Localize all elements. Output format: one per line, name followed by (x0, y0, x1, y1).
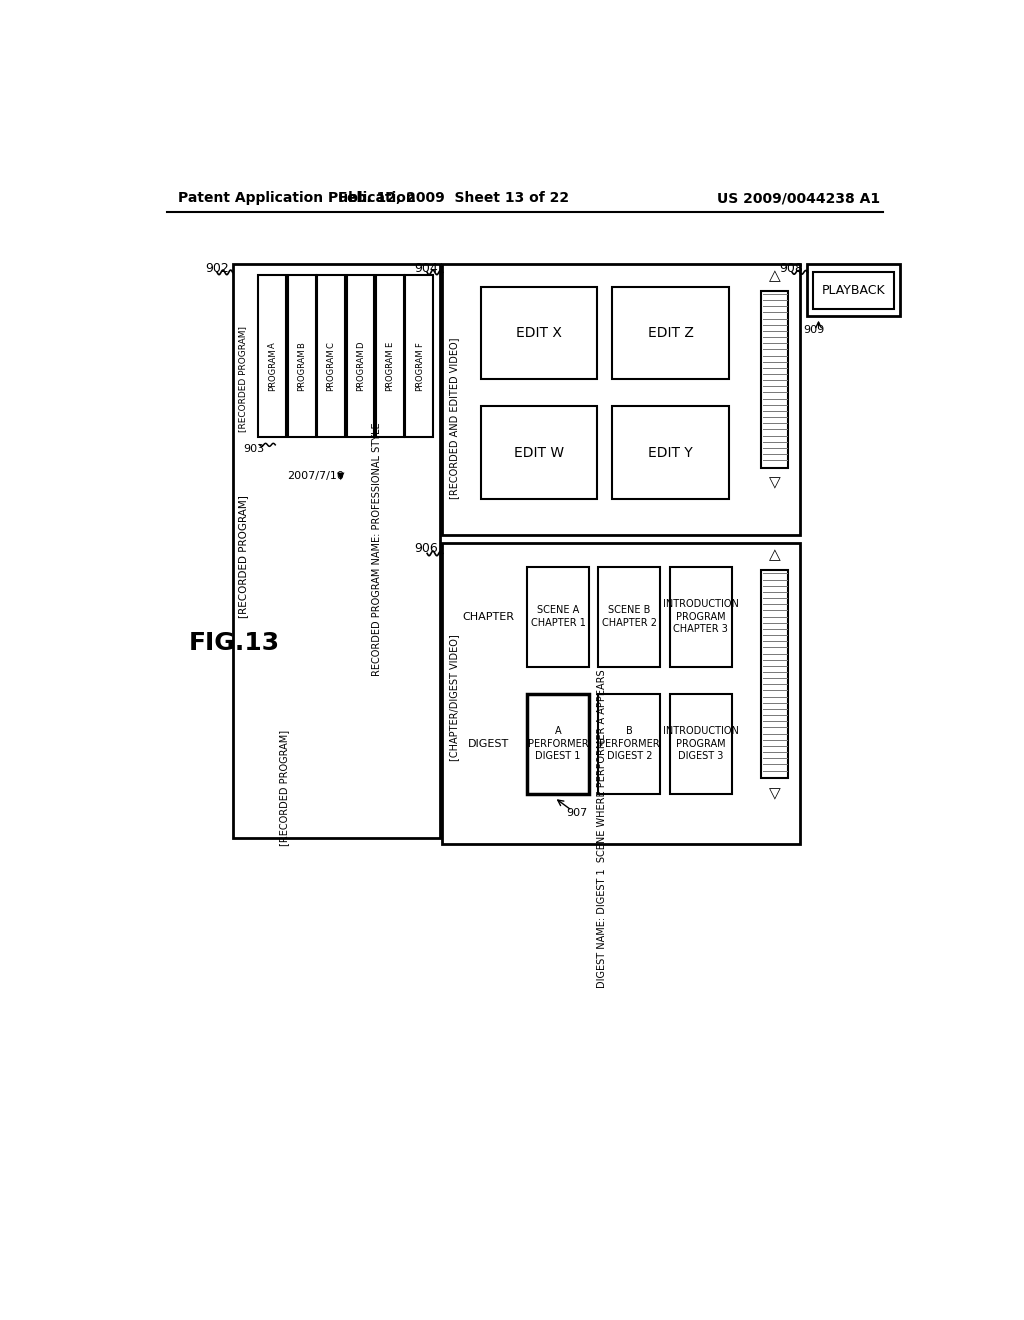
Text: FIG.13: FIG.13 (188, 631, 280, 656)
Text: 908: 908 (779, 261, 803, 275)
Text: 903: 903 (244, 444, 264, 454)
Text: DIGEST: DIGEST (468, 739, 509, 748)
Text: RECORDED PROGRAM NAME: PROFESSIONAL STYLE: RECORDED PROGRAM NAME: PROFESSIONAL STYL… (372, 422, 382, 676)
Text: PROGRAM: PROGRAM (676, 739, 726, 748)
Text: EDIT W: EDIT W (514, 446, 564, 459)
Text: B: B (626, 726, 633, 737)
Text: PROGRAM: PROGRAM (385, 348, 394, 392)
Text: PROGRAM: PROGRAM (267, 348, 276, 392)
Text: US 2009/0044238 A1: US 2009/0044238 A1 (717, 191, 880, 206)
Bar (670, 566, 732, 667)
Text: 907: 907 (566, 808, 587, 818)
Text: EDIT X: EDIT X (516, 326, 562, 341)
Text: E: E (385, 342, 394, 347)
Bar (807, 264, 900, 317)
Text: ▽: ▽ (769, 787, 780, 801)
Text: 902: 902 (205, 261, 228, 275)
Text: F: F (415, 342, 424, 347)
Bar (442, 544, 800, 843)
Text: ▼: ▼ (337, 471, 345, 480)
Text: SCENE B: SCENE B (608, 606, 650, 615)
Text: PROGRAM: PROGRAM (297, 348, 306, 392)
Text: DIGEST 2: DIGEST 2 (606, 751, 652, 760)
Bar (406, 276, 433, 437)
Bar (598, 566, 660, 667)
Text: PERFORMER: PERFORMER (527, 739, 589, 748)
Text: 904: 904 (415, 261, 438, 275)
Bar (480, 286, 597, 379)
Text: A: A (267, 342, 276, 347)
Text: A: A (555, 726, 561, 737)
Text: DIGEST 3: DIGEST 3 (678, 751, 723, 760)
Text: C: C (327, 342, 336, 347)
Text: △: △ (769, 268, 780, 282)
Bar (317, 276, 345, 437)
Bar (761, 290, 788, 469)
Text: ▽: ▽ (769, 475, 780, 491)
Text: PERFORMER: PERFORMER (599, 739, 659, 748)
Bar (288, 276, 315, 437)
Text: B: B (297, 342, 306, 347)
Text: Patent Application Publication: Patent Application Publication (178, 191, 416, 206)
Bar (598, 693, 660, 793)
Bar (527, 566, 589, 667)
Text: [CHAPTER/DIGEST VIDEO]: [CHAPTER/DIGEST VIDEO] (450, 634, 460, 760)
Bar (376, 276, 403, 437)
Bar (527, 693, 589, 793)
Text: EDIT Z: EDIT Z (647, 326, 693, 341)
Text: △: △ (769, 548, 780, 562)
Bar (258, 276, 286, 437)
Text: 2007/7/10: 2007/7/10 (287, 471, 344, 480)
Text: 909: 909 (803, 325, 824, 335)
Text: PROGRAM: PROGRAM (327, 348, 336, 392)
Text: PROGRAM: PROGRAM (676, 611, 726, 622)
Text: DIGEST NAME: DIGEST 1  SCENE WHERE PERFORMER A APPEARS: DIGEST NAME: DIGEST 1 SCENE WHERE PERFOR… (597, 669, 607, 987)
Text: DIGEST 1: DIGEST 1 (536, 751, 581, 760)
Text: INTRODUCTION: INTRODUCTION (663, 599, 738, 610)
Text: PROGRAM: PROGRAM (356, 348, 365, 392)
Text: [RECORDED PROGRAM]: [RECORDED PROGRAM] (280, 730, 289, 846)
Text: [RECORDED PROGRAM]: [RECORDED PROGRAM] (239, 326, 247, 433)
Bar (346, 276, 375, 437)
Text: [RECORDED AND EDITED VIDEO]: [RECORDED AND EDITED VIDEO] (450, 337, 460, 499)
Text: D: D (356, 342, 365, 348)
Bar (761, 570, 788, 779)
Text: CHAPTER 2: CHAPTER 2 (602, 618, 657, 628)
Text: INTRODUCTION: INTRODUCTION (663, 726, 738, 737)
Bar (612, 286, 729, 379)
Bar (232, 264, 440, 838)
Bar (813, 272, 894, 309)
Text: Feb. 12, 2009  Sheet 13 of 22: Feb. 12, 2009 Sheet 13 of 22 (338, 191, 569, 206)
Text: CHAPTER 3: CHAPTER 3 (674, 624, 728, 634)
Text: 906: 906 (415, 543, 438, 556)
Bar (480, 407, 597, 499)
Text: CHAPTER: CHAPTER (463, 611, 514, 622)
Bar (442, 264, 800, 535)
Text: PLAYBACK: PLAYBACK (821, 284, 885, 297)
Text: CHAPTER 1: CHAPTER 1 (530, 618, 586, 628)
Text: PROGRAM: PROGRAM (415, 348, 424, 392)
Text: [RECORDED PROGRAM]: [RECORDED PROGRAM] (239, 495, 249, 618)
Bar (670, 693, 732, 793)
Text: EDIT Y: EDIT Y (648, 446, 693, 459)
Text: SCENE A: SCENE A (537, 606, 580, 615)
Bar (612, 407, 729, 499)
